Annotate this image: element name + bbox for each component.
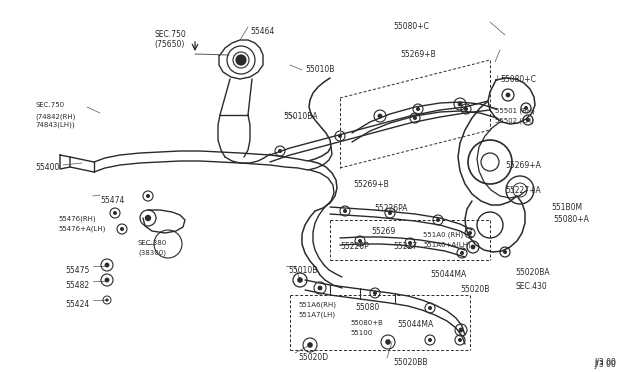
- Circle shape: [113, 211, 117, 215]
- Text: 55020D: 55020D: [298, 353, 328, 362]
- Circle shape: [106, 298, 109, 302]
- Text: 55080: 55080: [355, 303, 380, 312]
- Circle shape: [413, 116, 417, 120]
- Text: 55474: 55474: [100, 196, 124, 205]
- Text: 55424: 55424: [65, 300, 89, 309]
- Circle shape: [307, 342, 313, 348]
- Circle shape: [470, 245, 476, 249]
- Text: 55475: 55475: [65, 266, 90, 275]
- Text: 55226PA: 55226PA: [374, 204, 408, 213]
- Text: (38300): (38300): [138, 249, 166, 256]
- Circle shape: [428, 338, 432, 342]
- Circle shape: [104, 278, 109, 282]
- Circle shape: [416, 107, 420, 111]
- Text: 55269+A: 55269+A: [505, 161, 541, 170]
- Text: 55080+B: 55080+B: [350, 320, 383, 326]
- Text: 551B0M: 551B0M: [551, 203, 582, 212]
- Circle shape: [104, 263, 109, 267]
- Text: 55080+A: 55080+A: [553, 215, 589, 224]
- Circle shape: [343, 209, 347, 213]
- Text: 55400: 55400: [35, 163, 60, 172]
- Circle shape: [317, 286, 323, 291]
- Text: 55010BA: 55010BA: [283, 112, 317, 121]
- Text: 55010B: 55010B: [305, 65, 334, 74]
- Text: 55226P: 55226P: [340, 242, 369, 251]
- Text: SEC.750: SEC.750: [154, 30, 186, 39]
- Text: 55044MA: 55044MA: [430, 270, 467, 279]
- Circle shape: [459, 328, 463, 333]
- Text: 55269+B: 55269+B: [353, 180, 388, 189]
- Text: 551A0 (RH): 551A0 (RH): [423, 231, 463, 237]
- Text: J/3 00: J/3 00: [594, 360, 616, 369]
- Circle shape: [428, 306, 432, 310]
- Circle shape: [526, 118, 530, 122]
- Circle shape: [458, 338, 462, 342]
- Circle shape: [146, 194, 150, 198]
- Text: 55010B: 55010B: [288, 266, 317, 275]
- Circle shape: [464, 107, 468, 111]
- Text: J/3 00: J/3 00: [594, 358, 616, 367]
- Text: 55080+C: 55080+C: [500, 75, 536, 84]
- Circle shape: [145, 215, 151, 221]
- Text: 55080+C: 55080+C: [393, 22, 429, 31]
- Text: 55020BA: 55020BA: [515, 268, 550, 277]
- Text: (75650): (75650): [155, 40, 185, 49]
- Circle shape: [378, 113, 383, 118]
- Circle shape: [506, 93, 511, 97]
- Text: 551A6(RH): 551A6(RH): [298, 302, 336, 308]
- Text: 55227: 55227: [393, 242, 417, 251]
- Circle shape: [503, 250, 507, 254]
- Text: 55269: 55269: [371, 227, 396, 236]
- Text: SEC.380: SEC.380: [138, 240, 167, 246]
- Text: 55482: 55482: [65, 281, 89, 290]
- Text: 55044MA: 55044MA: [397, 320, 433, 329]
- Text: 55100: 55100: [350, 330, 372, 336]
- Text: 551A7(LH): 551A7(LH): [298, 312, 335, 318]
- Circle shape: [338, 134, 342, 138]
- Text: 55227+A: 55227+A: [505, 186, 541, 195]
- Text: 551A0+A(LH): 551A0+A(LH): [423, 241, 471, 247]
- Circle shape: [236, 54, 246, 65]
- Circle shape: [408, 241, 412, 245]
- Circle shape: [297, 277, 303, 283]
- Text: 55020B: 55020B: [460, 285, 490, 294]
- Circle shape: [373, 291, 377, 295]
- Text: 55476+A(LH): 55476+A(LH): [58, 225, 106, 231]
- Circle shape: [278, 149, 282, 153]
- Circle shape: [524, 106, 528, 110]
- Circle shape: [458, 102, 462, 106]
- Circle shape: [120, 227, 124, 231]
- Text: 74843(LH)): 74843(LH)): [35, 122, 75, 128]
- Text: 55502 (LH): 55502 (LH): [495, 118, 534, 125]
- Circle shape: [388, 211, 392, 215]
- Text: 55020BB: 55020BB: [393, 358, 428, 367]
- Circle shape: [468, 231, 472, 235]
- Circle shape: [460, 251, 464, 255]
- Text: 55501 (RH): 55501 (RH): [495, 108, 535, 115]
- Circle shape: [385, 339, 391, 345]
- Circle shape: [358, 239, 362, 243]
- Text: 55476(RH): 55476(RH): [58, 216, 95, 222]
- Text: 55269+B: 55269+B: [400, 50, 436, 59]
- Circle shape: [436, 218, 440, 222]
- Text: SEC.430: SEC.430: [516, 282, 548, 291]
- Text: 55464: 55464: [250, 27, 275, 36]
- Text: SEC.750: SEC.750: [35, 102, 64, 108]
- Text: (74842(RH): (74842(RH): [35, 113, 76, 119]
